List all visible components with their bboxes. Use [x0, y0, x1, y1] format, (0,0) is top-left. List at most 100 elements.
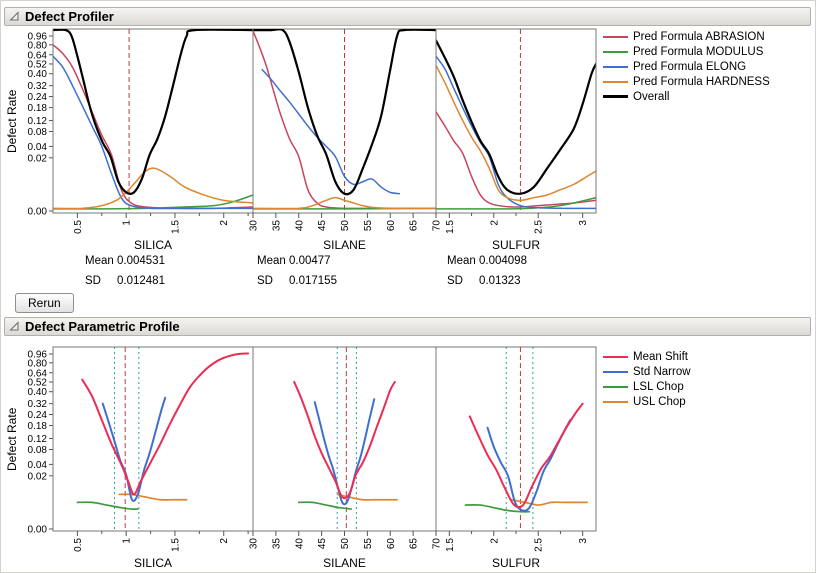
- svg-text:0.96: 0.96: [28, 349, 48, 360]
- svg-text:0.52: 0.52: [28, 377, 48, 388]
- svg-text:0.64: 0.64: [28, 368, 48, 379]
- svg-text:0.40: 0.40: [28, 69, 48, 80]
- legend-label: USL Chop: [633, 395, 686, 408]
- rerun-button[interactable]: Rerun: [15, 293, 74, 313]
- defect-profiler-chart[interactable]: 0.960.800.640.520.400.320.240.180.120.08…: [9, 27, 599, 257]
- legend-label: LSL Chop: [633, 380, 684, 393]
- svg-text:3: 3: [578, 220, 589, 226]
- mean-label: Mean: [447, 255, 476, 267]
- svg-text:SILANE: SILANE: [323, 238, 366, 252]
- svg-text:2.5: 2.5: [534, 220, 545, 234]
- legend-item-modulus: Pred Formula MODULUS: [603, 46, 770, 58]
- mean-row: Mean 0.004098: [447, 251, 527, 271]
- svg-text:0.52: 0.52: [28, 59, 48, 70]
- svg-text:0.64: 0.64: [28, 50, 48, 61]
- svg-text:2: 2: [489, 220, 500, 226]
- svg-text:2: 2: [219, 538, 230, 544]
- mean-value: 0.004098: [479, 255, 527, 267]
- svg-text:1.5: 1.5: [445, 538, 456, 552]
- svg-text:0.12: 0.12: [28, 434, 48, 445]
- legend-label: Pred Formula HARDNESS: [633, 75, 770, 88]
- sd-row: SD 0.01323: [447, 271, 527, 291]
- svg-text:55: 55: [363, 220, 374, 232]
- svg-text:1: 1: [122, 220, 133, 226]
- disclosure-triangle-icon[interactable]: [9, 11, 20, 22]
- svg-text:45: 45: [317, 538, 328, 550]
- svg-text:2: 2: [489, 538, 500, 544]
- legend-label: Std Narrow: [633, 365, 691, 378]
- line-swatch: [603, 80, 628, 83]
- svg-text:30: 30: [249, 220, 260, 232]
- svg-text:30: 30: [249, 538, 260, 550]
- svg-text:0.96: 0.96: [28, 31, 48, 42]
- svg-text:70: 70: [432, 538, 443, 550]
- svg-text:2: 2: [219, 220, 230, 226]
- line-swatch: [603, 95, 628, 98]
- svg-text:SILICA: SILICA: [134, 238, 172, 252]
- legend-label: Overall: [633, 90, 670, 103]
- line-swatch: [603, 400, 628, 403]
- outline-header-defect-parametric-profile[interactable]: Defect Parametric Profile: [4, 317, 811, 336]
- svg-text:3: 3: [578, 538, 589, 544]
- svg-text:0.24: 0.24: [28, 410, 48, 421]
- mean-label: Mean: [85, 255, 114, 267]
- svg-text:0.08: 0.08: [28, 127, 48, 138]
- line-swatch: [603, 355, 628, 358]
- legend-item-std-narrow: Std Narrow: [603, 365, 691, 378]
- disclosure-triangle-icon[interactable]: [9, 321, 20, 332]
- legend-item-overall: Overall: [603, 90, 770, 103]
- svg-text:60: 60: [386, 220, 397, 232]
- sd-value: 0.012481: [117, 275, 165, 287]
- svg-text:1.5: 1.5: [170, 220, 181, 234]
- line-swatch: [603, 50, 628, 53]
- svg-text:0.80: 0.80: [28, 358, 48, 369]
- svg-text:55: 55: [363, 538, 374, 550]
- svg-text:0.5: 0.5: [73, 220, 84, 234]
- line-swatch: [603, 65, 628, 68]
- legend-defect-parametric-profile: Mean Shift Std Narrow LSL Chop USL Chop: [603, 350, 691, 408]
- svg-text:35: 35: [271, 220, 282, 232]
- svg-text:45: 45: [317, 220, 328, 232]
- sd-value: 0.01323: [479, 275, 521, 287]
- line-swatch: [603, 35, 628, 38]
- svg-text:0.04: 0.04: [28, 142, 48, 153]
- svg-text:0.32: 0.32: [28, 399, 48, 410]
- outline-title-defect-profiler: Defect Profiler: [25, 9, 114, 24]
- line-swatch: [603, 370, 628, 373]
- legend-item-abrasion: Pred Formula ABRASION: [603, 30, 770, 43]
- legend-label: Mean Shift: [633, 350, 688, 363]
- svg-text:SULFUR: SULFUR: [492, 238, 540, 252]
- svg-text:0.80: 0.80: [28, 40, 48, 51]
- svg-text:0.12: 0.12: [28, 116, 48, 127]
- svg-text:SILANE: SILANE: [323, 556, 366, 570]
- outline-title-defect-parametric-profile: Defect Parametric Profile: [25, 319, 180, 334]
- line-swatch: [603, 385, 628, 388]
- svg-text:0.5: 0.5: [73, 538, 84, 552]
- outline-header-defect-profiler[interactable]: Defect Profiler: [4, 7, 811, 26]
- legend-item-lsl-chop: LSL Chop: [603, 380, 691, 393]
- sd-label: SD: [85, 275, 101, 287]
- svg-text:0.02: 0.02: [28, 471, 48, 482]
- svg-text:35: 35: [271, 538, 282, 550]
- svg-text:0.32: 0.32: [28, 81, 48, 92]
- svg-text:0.18: 0.18: [28, 421, 48, 432]
- svg-text:0.18: 0.18: [28, 103, 48, 114]
- sd-row: SD 0.012481: [85, 271, 165, 291]
- legend-label: Pred Formula ABRASION: [633, 30, 765, 43]
- svg-text:50: 50: [340, 220, 351, 232]
- svg-text:65: 65: [409, 538, 420, 550]
- svg-text:1.5: 1.5: [170, 538, 181, 552]
- mean-row: Mean 0.004531: [85, 251, 165, 271]
- svg-text:0.40: 0.40: [28, 387, 48, 398]
- sd-value: 0.017155: [289, 275, 337, 287]
- svg-text:70: 70: [432, 220, 443, 232]
- defect-parametric-profile-chart[interactable]: 0.960.800.640.520.400.320.240.180.120.08…: [9, 339, 599, 573]
- stats-sulfur: Mean 0.004098 SD 0.01323: [447, 251, 527, 291]
- legend-label: Pred Formula ELONG: [633, 60, 747, 73]
- svg-text:0.02: 0.02: [28, 153, 48, 164]
- stats-silica: Mean 0.004531 SD 0.012481: [85, 251, 165, 291]
- svg-text:50: 50: [340, 538, 351, 550]
- svg-text:1: 1: [122, 538, 133, 544]
- svg-text:0.24: 0.24: [28, 92, 48, 103]
